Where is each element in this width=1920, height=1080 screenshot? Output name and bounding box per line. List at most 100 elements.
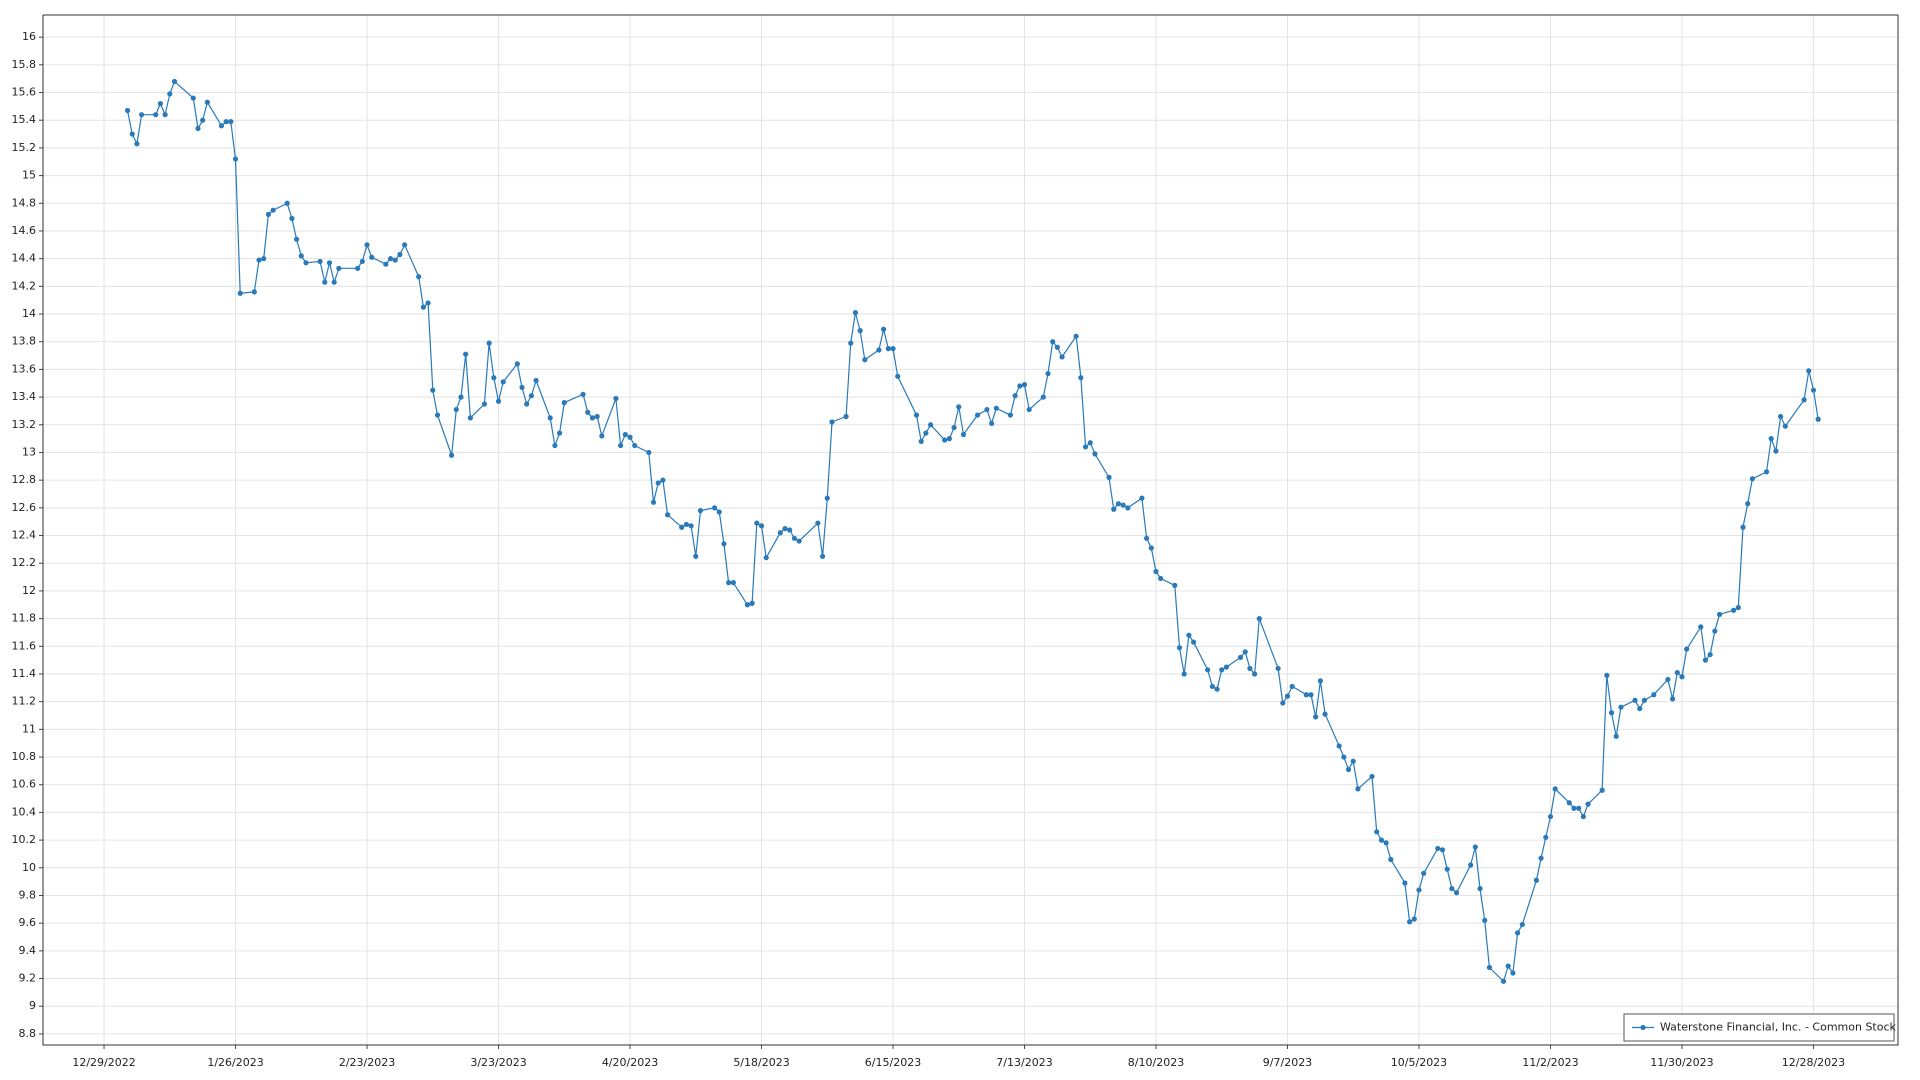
y-tick-label: 15 [22,169,36,182]
y-tick-label: 15.2 [12,141,37,154]
data-point [1547,813,1554,820]
data-point [1604,672,1610,678]
data-point [1242,649,1248,655]
data-point [561,400,567,406]
data-point [420,304,426,310]
data-point [824,495,830,501]
data-point [1388,856,1394,863]
y-tick-label: 9.6 [19,916,37,929]
data-point [1740,524,1746,530]
data-point [599,433,605,439]
data-point [984,406,990,413]
data-point [1252,671,1258,677]
data-point [1303,692,1309,698]
data-point [1486,964,1493,971]
data-point [711,505,718,511]
data-point [453,406,459,413]
data-point [923,430,929,436]
data-point [960,431,967,438]
data-point [1665,676,1671,683]
data-point [942,437,948,443]
y-tick-label: 12.4 [12,529,37,542]
data-point [1453,890,1460,896]
y-tick-label: 9.4 [19,944,37,957]
y-tick-label: 14.2 [12,279,37,292]
data-point [1406,919,1413,925]
data-point [829,419,835,425]
data-point [402,242,408,248]
data-point [364,242,370,248]
x-tick-label: 1/26/2023 [207,1056,263,1069]
y-tick-label: 16 [22,30,36,43]
data-point [862,357,868,363]
data-point [355,265,361,271]
y-tick-label: 14 [22,307,36,320]
data-point [237,290,243,296]
data-point [1280,700,1286,706]
data-point [1632,697,1638,703]
data-point [1482,917,1488,924]
data-point [1679,674,1685,680]
data-point [754,520,760,526]
data-point [974,412,981,418]
data-point [848,340,854,346]
data-point [1144,535,1150,541]
data-point [139,112,145,118]
data-point [726,580,732,586]
x-tick-label: 8/10/2023 [1128,1056,1184,1069]
data-point [265,211,272,217]
data-point [1402,880,1408,886]
y-tick-label: 9.8 [19,888,37,901]
data-point [589,415,596,421]
data-point [1317,678,1323,684]
x-tick-label: 5/18/2023 [733,1056,789,1069]
series-line [126,80,1819,983]
data-point [1576,805,1582,811]
y-tick-label: 12.6 [12,501,37,514]
data-point [1021,382,1028,388]
data-point [195,125,201,132]
data-point [1012,393,1018,399]
data-point [1378,837,1385,843]
x-tick-label: 3/23/2023 [470,1056,526,1069]
data-point [1777,413,1784,420]
data-point [458,394,464,400]
data-point [1125,505,1131,511]
data-point [627,434,633,440]
data-point [1731,607,1737,613]
data-point [876,347,882,353]
data-point [491,375,497,381]
data-point [1050,339,1056,345]
data-point [1275,665,1281,672]
data-point [819,553,826,559]
data-point [646,449,652,456]
data-point [1702,657,1709,663]
x-tick-label: 6/15/2023 [865,1056,921,1069]
data-point [679,524,685,530]
y-tick-label: 10.2 [12,833,37,846]
data-point [1500,978,1507,984]
data-point [956,404,962,410]
data-point [124,107,131,114]
data-point [1651,692,1657,698]
data-point [1613,733,1619,739]
data-point [1007,412,1014,418]
data-point [261,256,267,262]
data-point [1618,704,1624,710]
data-point [1674,669,1680,676]
data-point [1111,506,1117,512]
data-point [1214,686,1220,692]
data-point [1153,568,1159,575]
data-point [486,340,492,346]
data-point [1782,423,1788,429]
data-point [1810,387,1817,393]
data-point [1186,632,1192,638]
x-tick-label: 4/20/2023 [602,1056,658,1069]
data-point [787,527,793,533]
data-point [1247,665,1253,672]
y-tick-label: 11.8 [12,612,37,625]
data-point [359,258,365,265]
data-point [232,156,239,162]
data-point [467,415,473,421]
data-point [134,141,140,147]
